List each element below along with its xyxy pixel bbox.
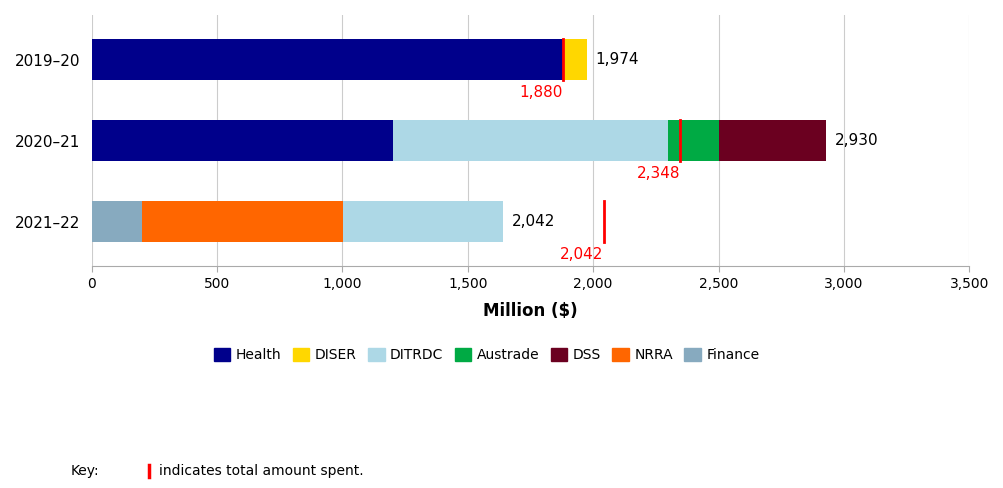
Bar xyxy=(142,202,343,242)
Text: 1,974: 1,974 xyxy=(595,52,638,67)
Legend: Health, DISER, DITRDC, Austrade, DSS, NRRA, Finance: Health, DISER, DITRDC, Austrade, DSS, NR… xyxy=(214,348,758,363)
Bar xyxy=(91,202,142,242)
Text: indicates total amount spent.: indicates total amount spent. xyxy=(158,464,363,478)
Bar xyxy=(392,121,668,161)
Text: 2,042: 2,042 xyxy=(512,214,555,229)
Text: 2,042: 2,042 xyxy=(560,247,603,262)
Text: 2,348: 2,348 xyxy=(636,166,680,181)
Bar xyxy=(91,121,392,161)
X-axis label: Million ($): Million ($) xyxy=(482,302,577,320)
Bar xyxy=(343,202,503,242)
Text: 1,880: 1,880 xyxy=(520,84,563,100)
Text: 2,930: 2,930 xyxy=(834,133,878,148)
Text: Key:: Key: xyxy=(70,464,99,478)
Bar xyxy=(91,40,563,80)
Bar xyxy=(668,121,718,161)
Bar xyxy=(718,121,825,161)
Bar xyxy=(563,40,586,80)
